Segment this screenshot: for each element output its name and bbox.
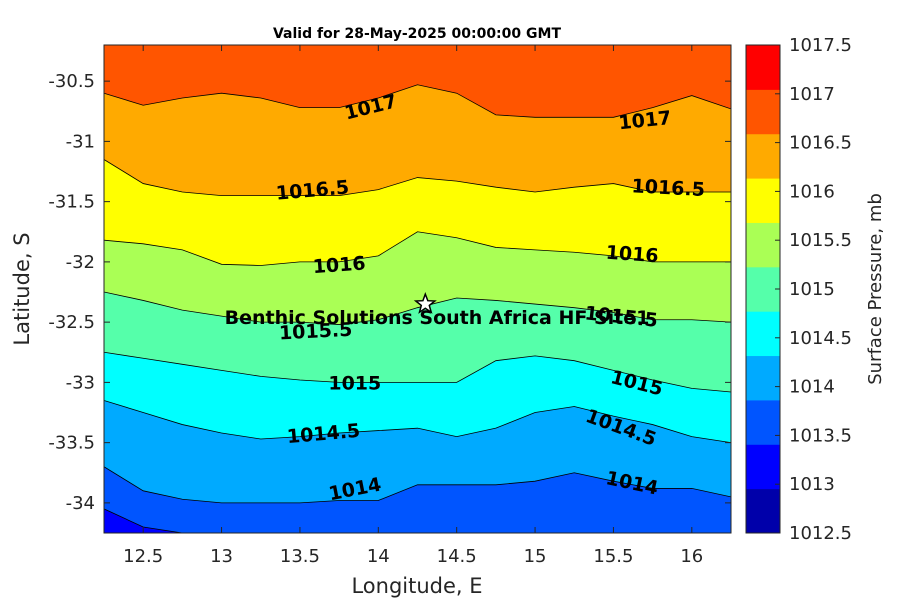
x-tick-label: 12.5 <box>123 546 163 567</box>
y-tick-label: -30.5 <box>48 71 95 92</box>
colorbar-tick-label: 1017.5 <box>789 35 852 56</box>
colorbar-segment <box>746 399 780 445</box>
plot-frame <box>103 44 732 534</box>
contour-label: 1016.5 <box>631 175 705 201</box>
colorbar-labels: 1012.5 1013 1013.5 1014 1014.5 1015 1015.5 1016… <box>775 35 852 544</box>
band-1015 <box>104 292 731 393</box>
y-axis-title: Latitude, S <box>10 232 34 345</box>
colorbar-tick-label: 1016.5 <box>789 133 852 154</box>
y-tick-label: -31.5 <box>48 192 95 213</box>
x-tick-label: 13 <box>210 546 233 567</box>
y-tick-label: -31 <box>66 131 95 152</box>
contour-line-1014 <box>104 466 731 504</box>
x-axis-ticks: 12.5 13 13.5 14 14.5 15 15.5 16 <box>123 45 703 567</box>
colorbar-segment <box>746 444 780 490</box>
colorbar <box>745 44 781 534</box>
chart-title: Valid for 28-May-2025 00:00:00 GMT <box>273 26 561 42</box>
site-label: Benthic Solutions South Africa HF Site1 <box>225 307 650 329</box>
colorbar-tick-label: 1013 <box>789 474 835 495</box>
site-marker-star[interactable] <box>413 291 437 314</box>
colorbar-segment <box>746 266 780 312</box>
colorbar-title: Surface Pressure, mb <box>865 193 886 385</box>
contour-label: 1016 <box>605 242 659 268</box>
y-tick-label: -32 <box>66 252 95 273</box>
band-1013.5 <box>104 466 731 533</box>
colorbar-tick-label: 1012.5 <box>789 523 852 544</box>
colorbar-segment <box>746 45 780 90</box>
contour-label: 1016 <box>312 252 366 278</box>
band-1017 <box>104 45 731 118</box>
colorbar-tick-label: 1013.5 <box>789 425 852 446</box>
colorbar-tick-label: 1015 <box>789 279 835 300</box>
contour-line-1016.5 <box>104 159 731 197</box>
y-tick-label: -33.5 <box>48 433 95 454</box>
y-tick-label: -32.5 <box>48 312 95 333</box>
colorbar-segment <box>746 178 780 223</box>
contour-line-1015 <box>104 351 731 393</box>
band-1014.5 <box>104 352 731 443</box>
band-1014 <box>104 400 731 503</box>
colorbar-segment <box>746 89 780 135</box>
band-1015.5 <box>104 231 731 325</box>
colorbar-tick-label: 1014.5 <box>789 328 852 349</box>
colorbar-segment <box>746 488 780 534</box>
pressure-bands <box>99 45 736 573</box>
band-1016 <box>104 159 731 266</box>
colorbar-segment <box>746 355 780 401</box>
contour-lines <box>104 84 731 563</box>
colorbar-tick-label: 1014 <box>789 377 835 398</box>
colorbar-tick-label: 1017 <box>789 84 835 105</box>
contour-line-1013 <box>104 539 731 563</box>
x-tick-label: 14 <box>367 546 390 567</box>
x-tick-label: 14.5 <box>437 546 477 567</box>
y-tick-label: -33 <box>66 372 95 393</box>
colorbar-tick-label: 1015.5 <box>789 230 852 251</box>
colorbar-segment <box>746 311 780 357</box>
contour-line-1014.5 <box>104 400 731 444</box>
contour-label: 1015.5 <box>278 319 352 345</box>
contour-label: 1015 <box>328 372 381 394</box>
x-tick-label: 16 <box>680 546 703 567</box>
y-tick-label: -34 <box>66 493 95 514</box>
site-layer: Benthic Solutions South Africa HF Site1 <box>225 291 650 329</box>
x-tick-label: 13.5 <box>280 546 320 567</box>
x-axis-title: Longitude, E <box>351 574 482 598</box>
x-tick-label: 15.5 <box>593 546 633 567</box>
x-tick-label: 15 <box>524 546 547 567</box>
contour-line-1016 <box>104 231 731 266</box>
colorbar-segment <box>746 133 780 179</box>
contour-line-1017 <box>104 84 731 118</box>
band-1013 <box>104 508 575 533</box>
contour-line-1015.5 <box>104 291 731 325</box>
colorbar-tick-label: 1016 <box>789 181 835 202</box>
band-1012.5 <box>99 539 736 573</box>
colorbar-segment <box>746 222 780 268</box>
y-axis-ticks: -30.5 -31 -31.5 -32 -32.5 -33 -33.5 -34 <box>48 71 731 514</box>
contour-label: 1017 <box>617 107 672 134</box>
band-1016.5 <box>104 84 731 196</box>
